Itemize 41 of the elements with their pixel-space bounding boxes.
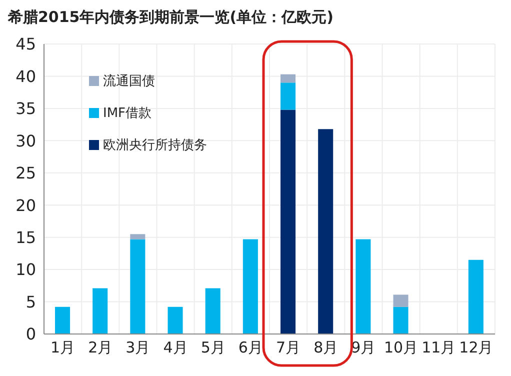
legend-label: 流通国债 bbox=[102, 73, 156, 90]
bar bbox=[205, 288, 220, 334]
x-tick-label: 9月 bbox=[351, 338, 376, 357]
y-tick-label: 25 bbox=[16, 164, 36, 183]
bar bbox=[468, 260, 484, 334]
bar bbox=[55, 306, 70, 334]
x-tick-label: 8月 bbox=[314, 338, 338, 357]
y-tick-label: 20 bbox=[16, 196, 36, 215]
bar bbox=[393, 294, 408, 307]
bar bbox=[168, 306, 183, 334]
bar bbox=[130, 239, 146, 334]
bar bbox=[393, 306, 408, 334]
bar bbox=[356, 239, 371, 334]
chart-title: 希腊2015年内债务到期前景一览(单位：亿欧元) bbox=[8, 8, 334, 28]
y-tick-label: 15 bbox=[16, 228, 36, 248]
x-tick-label: 10月 bbox=[384, 338, 418, 357]
x-tick-label: 11月 bbox=[422, 338, 456, 357]
y-tick-label: 5 bbox=[26, 292, 36, 312]
legend-label: 欧洲央行所持债务 bbox=[102, 137, 207, 154]
y-tick-label: 35 bbox=[16, 99, 36, 118]
x-tick-label: 2月 bbox=[88, 338, 113, 357]
bar bbox=[130, 234, 146, 240]
y-tick-label: 10 bbox=[16, 260, 36, 280]
x-tick-label: 3月 bbox=[126, 338, 150, 357]
bar bbox=[280, 82, 296, 110]
x-tick-label: 12月 bbox=[459, 338, 494, 357]
y-tick-label: 45 bbox=[16, 34, 36, 54]
x-tick-label: 7月 bbox=[276, 338, 301, 357]
legend-label: IMF借款 bbox=[102, 105, 153, 122]
bar bbox=[280, 110, 296, 334]
bar bbox=[92, 288, 108, 334]
x-tick-label: 6月 bbox=[238, 338, 263, 357]
x-tick-label: 4月 bbox=[163, 338, 188, 357]
x-tick-label: 1月 bbox=[50, 338, 76, 357]
y-tick-label: 40 bbox=[16, 66, 36, 86]
x-tick-label: 5月 bbox=[200, 338, 226, 357]
bar bbox=[242, 239, 258, 334]
y-tick-label: 30 bbox=[16, 131, 36, 150]
bar bbox=[318, 129, 334, 334]
bar bbox=[280, 74, 296, 83]
y-tick-label: 0 bbox=[26, 324, 36, 344]
